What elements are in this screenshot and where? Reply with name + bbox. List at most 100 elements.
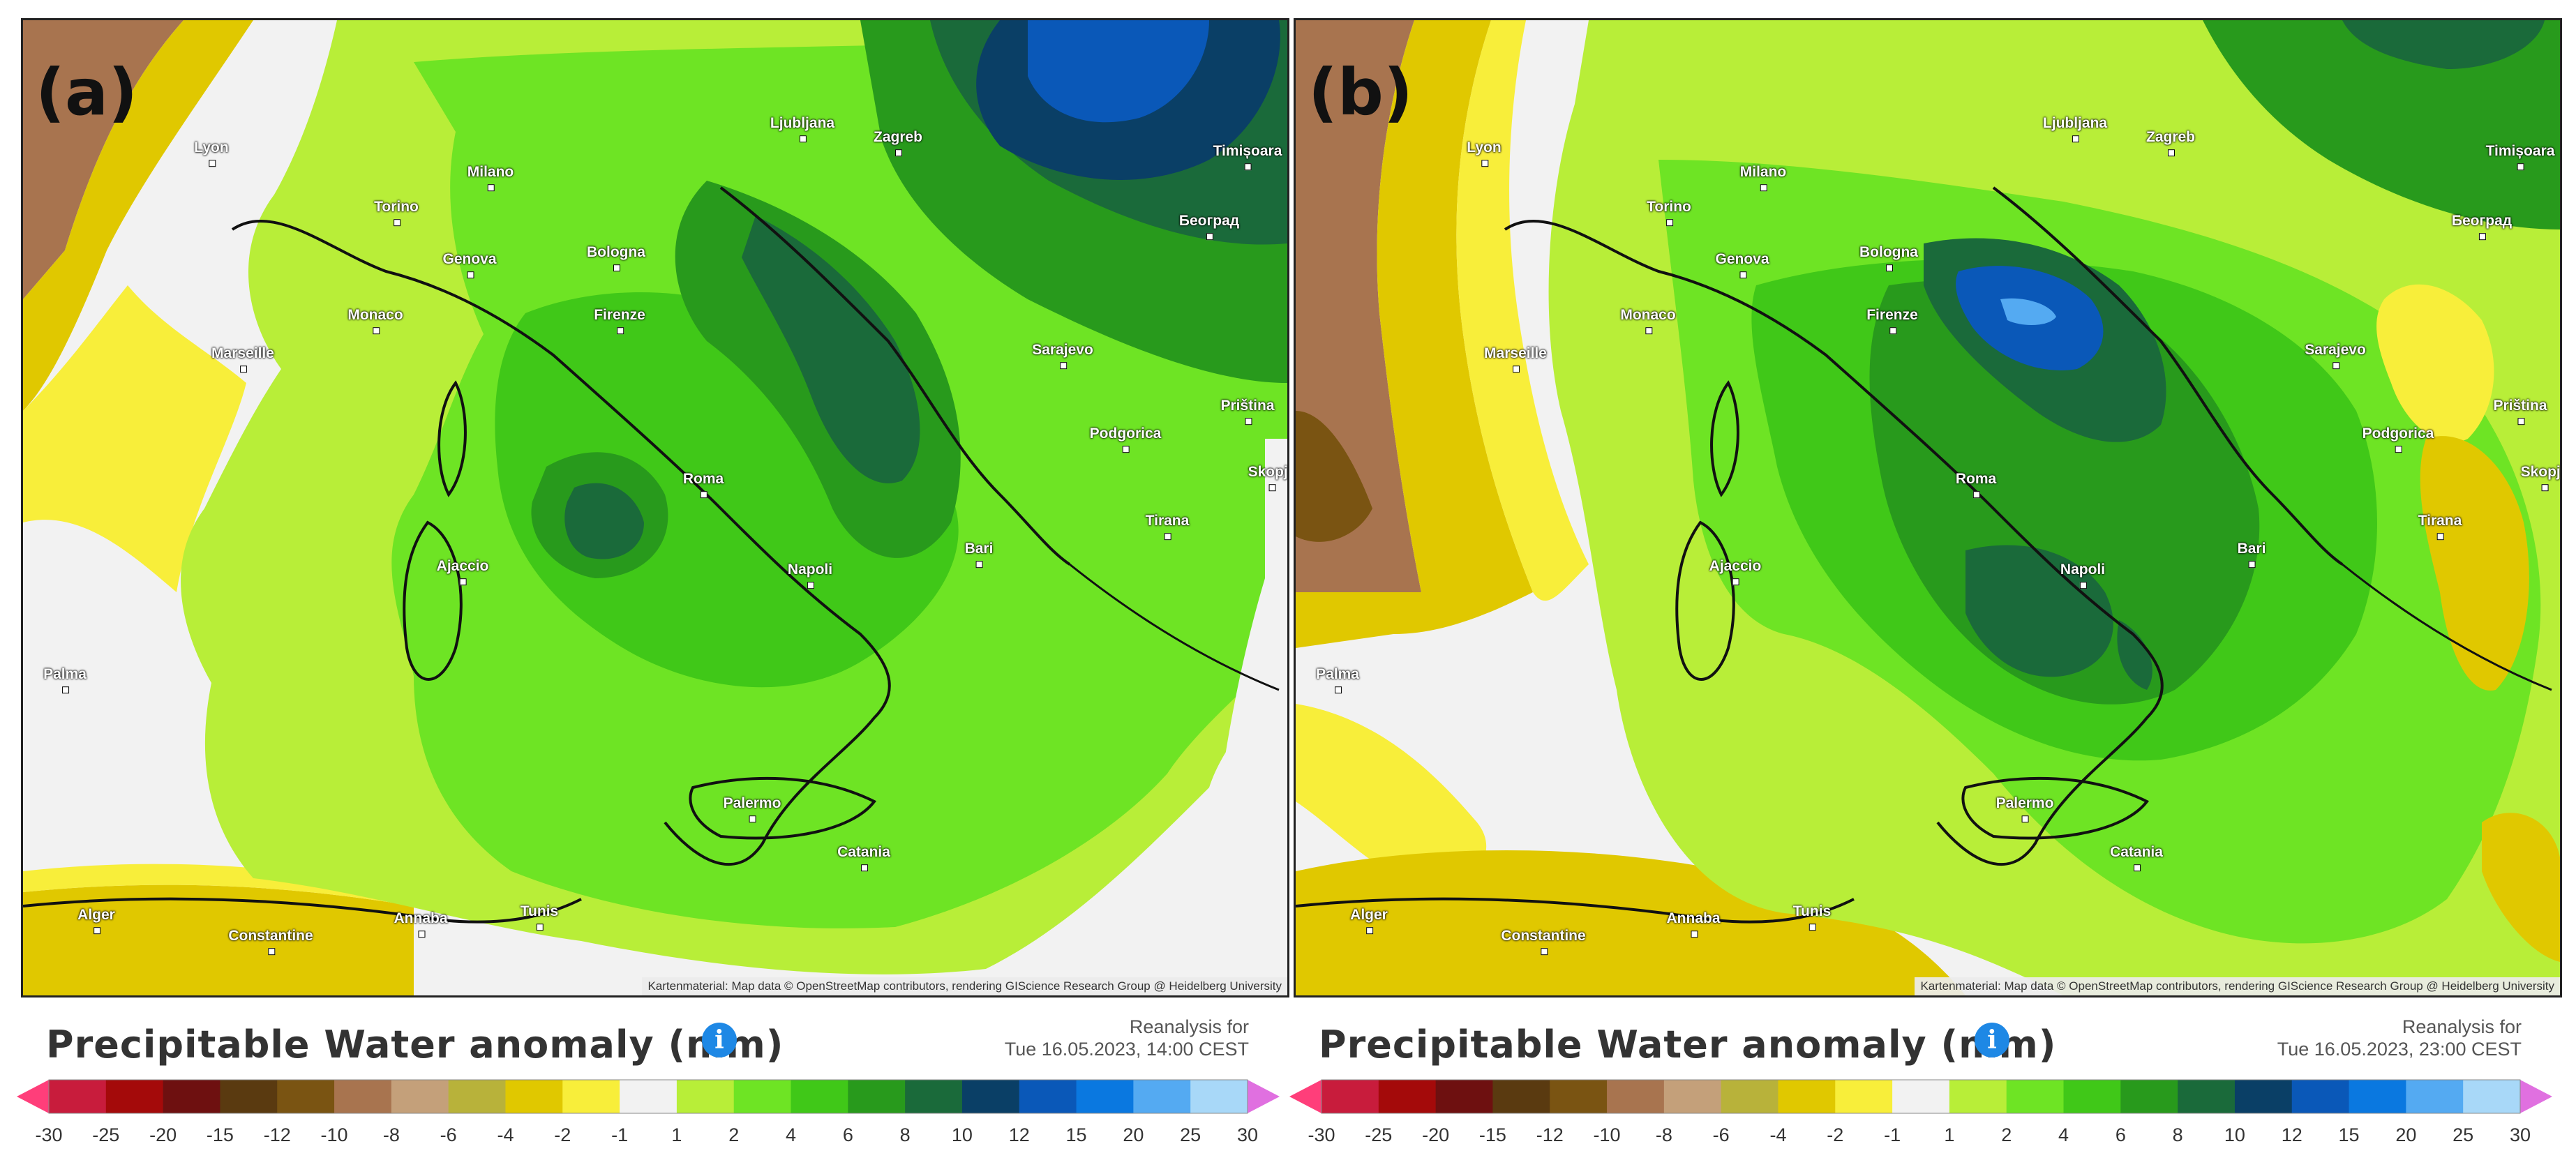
reanalysis-datetime: Tue 16.05.2023, 14:00 CEST bbox=[1004, 1039, 1249, 1060]
anomaly-field-a bbox=[23, 20, 1287, 995]
scale-swatch bbox=[2406, 1080, 2464, 1113]
scale-max-arrow bbox=[1248, 1080, 1280, 1113]
scale-tick-label: -30 bbox=[35, 1124, 63, 1145]
scale-tick-label: 1 bbox=[671, 1124, 682, 1145]
scale-tick-label: -6 bbox=[440, 1124, 457, 1145]
scale-tick-label: -15 bbox=[1478, 1124, 1506, 1145]
scale-swatch bbox=[220, 1080, 278, 1113]
city-label: Lyon bbox=[194, 140, 229, 167]
scale-tick-label: -12 bbox=[1536, 1124, 1564, 1145]
anomaly-field-b bbox=[1296, 20, 2560, 995]
scale-frame bbox=[1321, 1079, 2521, 1114]
scale-swatch bbox=[1607, 1080, 1665, 1113]
map-a[interactable]: (a) Ljubljana Zagreb Timișoara Lyon Mila… bbox=[21, 18, 1289, 997]
scale-swatch bbox=[2120, 1080, 2178, 1113]
info-circle-icon[interactable]: i bbox=[1975, 1023, 2009, 1057]
scale-swatch bbox=[562, 1080, 620, 1113]
city-label: Bologna bbox=[1859, 244, 1918, 271]
city-label: Marseille bbox=[211, 345, 274, 372]
scale-min-arrow bbox=[1289, 1080, 1321, 1113]
scale-tick-label: -8 bbox=[1655, 1124, 1672, 1145]
reanalysis-label: Reanalysis for bbox=[1129, 1016, 1249, 1037]
panel-b: (b) Ljubljana Zagreb Timișoara Lyon Mila… bbox=[1282, 0, 2562, 1167]
city-label: Napoli bbox=[2060, 562, 2106, 589]
city-label: Palermo bbox=[723, 795, 781, 822]
scale-tick-label: -6 bbox=[1712, 1124, 1730, 1145]
city-label: Timișoara bbox=[1213, 143, 1282, 170]
city-label: Roma bbox=[1955, 471, 1997, 498]
map-b[interactable]: (b) Ljubljana Zagreb Timișoara Lyon Mila… bbox=[1294, 18, 2562, 997]
scale-swatch bbox=[1949, 1080, 2007, 1113]
city-label: Timișoara bbox=[2485, 143, 2555, 170]
reanalysis-datetime: Tue 16.05.2023, 23:00 CEST bbox=[2277, 1039, 2522, 1060]
city-label: Skopje bbox=[2521, 464, 2560, 491]
city-label: Milano bbox=[467, 164, 514, 191]
scale-tick-label: -15 bbox=[206, 1124, 234, 1145]
scale-frame bbox=[48, 1079, 1248, 1114]
scale-tick-label: -10 bbox=[320, 1124, 348, 1145]
city-label: Ajaccio bbox=[1709, 558, 1762, 585]
scale-swatch bbox=[1190, 1080, 1248, 1113]
color-scale-ticks: -30 -25 -20 -15 -12 -10 -8 -6 -4 -2 -1 1 2 4 6 8 10 12 15 2… bbox=[17, 1124, 1280, 1152]
scale-tick-label: -4 bbox=[497, 1124, 514, 1145]
scale-tick-label: -2 bbox=[1827, 1124, 1844, 1145]
scale-swatch bbox=[1492, 1080, 1550, 1113]
city-label: Palermo bbox=[1995, 795, 2054, 822]
scale-tick-label: 25 bbox=[2453, 1124, 2474, 1145]
city-label: Milano bbox=[1739, 164, 1787, 191]
city-label: Ljubljana bbox=[770, 115, 835, 142]
scale-max-arrow bbox=[2520, 1080, 2552, 1113]
scale-swatch bbox=[105, 1080, 164, 1113]
reanalysis-label: Reanalysis for bbox=[2402, 1016, 2522, 1037]
scale-tick-label: -1 bbox=[611, 1124, 629, 1145]
scale-tick-label: 4 bbox=[2058, 1124, 2069, 1145]
color-scale bbox=[17, 1079, 1280, 1114]
city-label: Zagreb bbox=[2146, 129, 2196, 156]
city-label: Београд bbox=[2451, 213, 2513, 240]
city-label: Alger bbox=[77, 907, 115, 934]
city-label: Bari bbox=[2237, 541, 2266, 568]
panel-label: (b) bbox=[1308, 55, 1413, 130]
scale-tick-label: 30 bbox=[1236, 1124, 1259, 1145]
city-label: Zagreb bbox=[873, 129, 923, 156]
scale-tick-label: 8 bbox=[2172, 1124, 2183, 1145]
scale-tick-label: 6 bbox=[842, 1124, 853, 1145]
city-label: Monaco bbox=[1620, 307, 1676, 334]
city-label: Ljubljana bbox=[2042, 115, 2108, 142]
scale-tick-label: -2 bbox=[554, 1124, 571, 1145]
city-label: Annaba bbox=[1666, 910, 1721, 938]
city-label: Constantine bbox=[228, 928, 313, 955]
scale-swatch bbox=[277, 1080, 335, 1113]
scale-swatch bbox=[961, 1080, 1020, 1113]
scale-tick-label: -4 bbox=[1769, 1124, 1787, 1145]
city-label: Monaco bbox=[347, 307, 403, 334]
map-attribution: Kartenmaterial: Map data © OpenStreetMap… bbox=[1915, 977, 2560, 995]
city-label: Firenze bbox=[594, 307, 645, 334]
scale-swatch bbox=[676, 1080, 735, 1113]
city-label: Palma bbox=[43, 666, 87, 693]
city-label: Sarajevo bbox=[2305, 342, 2366, 369]
panel-label: (a) bbox=[36, 55, 138, 130]
city-label: Firenze bbox=[1866, 307, 1918, 334]
scale-swatch bbox=[733, 1080, 792, 1113]
city-label: Београд bbox=[1178, 213, 1240, 240]
scale-tick-label: -20 bbox=[149, 1124, 177, 1145]
map-attribution: Kartenmaterial: Map data © OpenStreetMap… bbox=[642, 977, 1287, 995]
scale-swatch bbox=[49, 1080, 107, 1113]
city-label: Roma bbox=[682, 471, 724, 498]
city-label: Palma bbox=[1316, 666, 1359, 693]
color-scale bbox=[1289, 1079, 2552, 1114]
city-label: Tunis bbox=[1792, 903, 1832, 931]
scale-swatch bbox=[2463, 1080, 2521, 1113]
scale-swatch bbox=[1321, 1080, 1379, 1113]
scale-tick-label: -20 bbox=[1422, 1124, 1450, 1145]
info-circle-icon[interactable]: i bbox=[702, 1023, 737, 1057]
city-label: Tunis bbox=[520, 903, 559, 931]
city-label: Annaba bbox=[394, 910, 448, 938]
city-label: Genova bbox=[442, 251, 497, 278]
scale-tick-label: 20 bbox=[1123, 1124, 1144, 1145]
scale-swatch bbox=[1778, 1080, 1836, 1113]
city-label: Napoli bbox=[787, 562, 833, 589]
legend-title: Precipitable Water anomaly (mm) bbox=[46, 1023, 784, 1067]
city-label: Catania bbox=[837, 844, 890, 871]
